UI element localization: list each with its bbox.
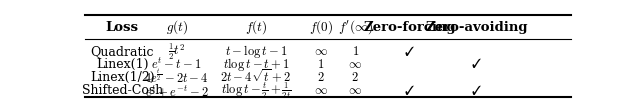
Text: $\checkmark$: $\checkmark$ <box>472 83 482 97</box>
Text: Shifted-Cosh: Shifted-Cosh <box>81 84 163 97</box>
Text: $f(0)$: $f(0)$ <box>308 18 333 36</box>
Text: $\checkmark$: $\checkmark$ <box>404 83 415 97</box>
Text: Zero-forcing: Zero-forcing <box>364 21 456 34</box>
Text: $e^t + e^{-t} - 2$: $e^t + e^{-t} - 2$ <box>145 82 209 98</box>
Text: Loss: Loss <box>106 21 139 34</box>
Text: $t\log t - t + 1$: $t\log t - t + 1$ <box>223 55 289 72</box>
Text: $e^t - t - 1$: $e^t - t - 1$ <box>152 56 202 71</box>
Text: $\checkmark$: $\checkmark$ <box>404 44 415 58</box>
Text: $f'(\infty)$: $f'(\infty)$ <box>337 18 373 36</box>
Text: Linex(1): Linex(1) <box>96 57 148 70</box>
Text: Quadratic: Quadratic <box>90 45 154 58</box>
Text: Linex(1/2): Linex(1/2) <box>90 70 154 83</box>
Text: $\frac{1}{2}t^2$: $\frac{1}{2}t^2$ <box>168 41 186 62</box>
Text: $2$: $2$ <box>351 70 359 83</box>
Text: $2t - 4\sqrt{t} + 2$: $2t - 4\sqrt{t} + 2$ <box>220 68 292 85</box>
Text: $\checkmark$: $\checkmark$ <box>472 57 482 70</box>
Text: $t - \log t - 1$: $t - \log t - 1$ <box>225 43 287 60</box>
Text: $2$: $2$ <box>317 70 324 83</box>
Text: Zero-avoiding: Zero-avoiding <box>426 21 528 34</box>
Text: $\infty$: $\infty$ <box>348 57 362 70</box>
Text: $4e^{\frac{t}{2}} - 2t - 4$: $4e^{\frac{t}{2}} - 2t - 4$ <box>145 68 209 85</box>
Text: $1$: $1$ <box>317 57 324 70</box>
Text: $t\log t - \frac{t}{2} + \frac{1}{2t}$: $t\log t - \frac{t}{2} + \frac{1}{2t}$ <box>221 80 291 100</box>
Text: $f(t)$: $f(t)$ <box>245 18 267 36</box>
Text: $1$: $1$ <box>351 45 359 58</box>
Text: $\infty$: $\infty$ <box>314 45 328 58</box>
Text: $\infty$: $\infty$ <box>348 84 362 97</box>
Text: $\infty$: $\infty$ <box>314 84 328 97</box>
Text: $g(t)$: $g(t)$ <box>166 18 188 36</box>
